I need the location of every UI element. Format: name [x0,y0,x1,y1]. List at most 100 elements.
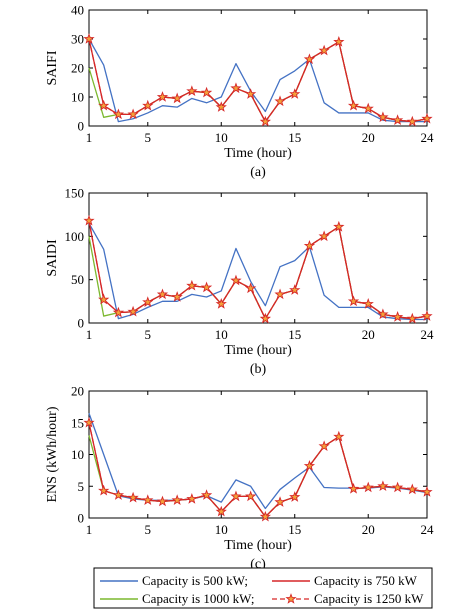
y-axis-label: SAIDI [45,239,60,277]
legend-star-icon [285,593,297,604]
star-marker [333,220,345,232]
star-marker [127,108,139,120]
series-line-4 [88,220,428,320]
x-tick-label: 1 [86,130,93,145]
star-marker [171,494,183,506]
star-marker [347,482,360,494]
x-tick-label: 10 [215,130,228,145]
plot-frame [88,192,428,324]
star-marker [230,274,242,286]
star-marker [391,114,404,125]
y-axis-label: ENS (kWh/hour) [45,406,60,502]
star-marker [171,291,183,302]
star-marker [230,490,242,502]
legend-star-marker [285,593,297,604]
y-tick-label: 5 [78,479,85,494]
star-marker [98,99,110,111]
star-marker [303,53,316,65]
star-marker [362,102,374,114]
star-marker [186,279,198,291]
x-tick-label: 20 [362,522,375,537]
star-marker [406,115,418,127]
star-marker [200,281,213,293]
series-line-1 [88,38,427,123]
series-line-2 [88,422,428,518]
y-tick-label: 20 [71,61,84,76]
star-marker [186,493,198,504]
star-marker [289,88,301,99]
legend-label-1000: Capacity is 1000 kW; [142,591,255,606]
star-marker [142,494,154,506]
legend-label-750: Capacity is 750 kW [314,573,418,588]
star-marker [274,288,286,300]
star-marker [391,311,404,322]
x-tick-label: 1 [86,522,93,537]
y-tick-label: 30 [71,32,84,47]
star-marker [391,481,404,493]
star-marker [289,284,301,295]
x-tick-label: 5 [145,327,152,342]
star-marker [318,44,330,56]
star-marker [98,484,110,496]
star-marker [362,298,374,309]
star-marker [318,230,330,242]
star-marker [142,296,154,307]
y-tick-label: 50 [71,272,84,287]
y-tick-label: 10 [71,90,84,105]
x-tick-label: 5 [145,522,152,537]
series-line-3 [88,41,428,123]
x-tick-label: 15 [288,522,301,537]
series-line-1 [88,223,427,321]
star-marker [83,214,95,226]
star-marker [83,416,95,428]
star-marker [303,460,316,471]
x-axis-label: Time (hour) [224,538,292,553]
series-line-1 [88,413,428,510]
star-marker [347,295,360,307]
star-marker [421,486,433,497]
star-marker [215,298,227,309]
y-tick-label: 0 [78,316,85,331]
y-axis-label: SAIFI [45,50,60,85]
y-tick-label: 150 [65,186,85,201]
star-marker [377,111,389,123]
star-marker [421,310,433,321]
star-marker [259,115,271,127]
x-tick-label: 15 [288,327,301,342]
star-marker [421,112,433,124]
star-marker [406,312,418,324]
star-marker [156,288,169,300]
star-marker [186,85,198,96]
panel-caption: (b) [250,362,267,377]
legend: Capacity is 500 kW; Capacity is 750 kW C… [93,567,433,609]
star-marker [98,293,110,305]
star-marker [347,99,360,111]
legend-box [93,567,433,609]
y-tick-label: 20 [71,384,84,399]
y-tick-label: 0 [78,511,85,526]
y-tick-label: 40 [71,3,84,18]
star-marker [303,239,316,251]
star-marker [318,440,330,452]
series-line-4 [88,38,428,123]
star-marker [142,99,154,111]
star-marker [245,490,257,502]
y-tick-label: 100 [65,229,85,244]
x-tick-label: 10 [215,327,228,342]
x-tick-label: 15 [288,130,301,145]
star-marker [259,510,271,522]
star-marker [362,481,374,493]
star-marker [156,91,169,102]
star-marker [171,92,183,104]
star-marker [289,491,301,502]
star-marker [215,505,227,517]
x-tick-label: 24 [421,522,435,537]
star-marker [83,33,95,44]
star-marker [245,88,257,99]
y-tick-label: 15 [71,415,84,430]
x-axis-label: Time (hour) [224,146,292,161]
star-marker [377,308,389,320]
